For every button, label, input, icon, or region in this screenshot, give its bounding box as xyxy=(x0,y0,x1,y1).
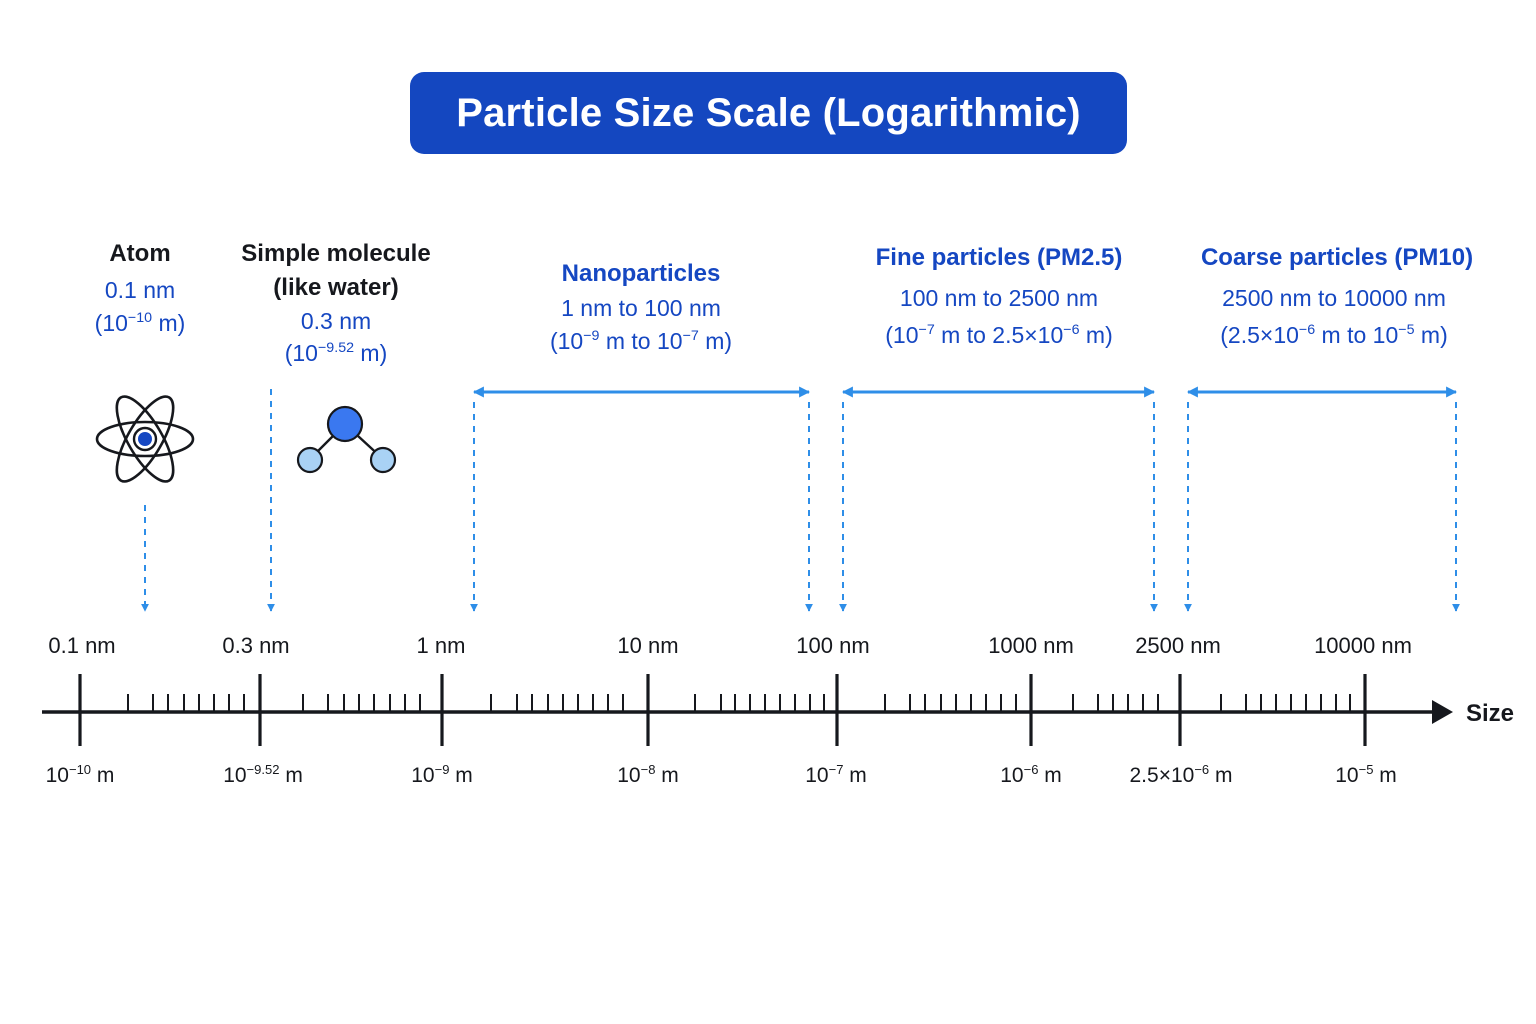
molecule-icon xyxy=(296,405,397,474)
atom-size-m: (10−10 m) xyxy=(94,309,186,336)
molecule-name-line1: Simple molecule xyxy=(241,240,431,267)
tick-label-m: 10−5 m xyxy=(1335,761,1397,787)
tick-label-m: 2.5×10−6 m xyxy=(1129,761,1233,787)
atom-name: Atom xyxy=(109,240,171,267)
tick-label-nm: 2500 nm xyxy=(1135,633,1221,658)
coarse-range-m: (2.5×10−6 m to 10−5 m) xyxy=(1220,321,1448,348)
tick-label-m: 10−10 m xyxy=(45,761,115,787)
tick-label-nm: 10 nm xyxy=(617,633,679,658)
fine-name: Fine particles (PM2.5) xyxy=(875,244,1123,271)
title-banner: Particle Size Scale (Logarithmic) xyxy=(410,72,1127,154)
coarse-name: Coarse particles (PM10) xyxy=(1200,244,1474,271)
tick-label-nm: 1 nm xyxy=(416,633,466,658)
molecule-name-line2: (like water) xyxy=(273,274,399,301)
nano-range-m: (10−9 m to 10−7 m) xyxy=(549,327,733,354)
fine-range-m: (10−7 m to 2.5×10−6 m) xyxy=(885,321,1113,348)
molecule-size-m: (10−9.52 m) xyxy=(284,339,388,366)
tick-label-m: 10−6 m xyxy=(1000,761,1062,787)
tick-label-nm: 1000 nm xyxy=(988,633,1074,658)
tick-label-nm: 0.3 nm xyxy=(222,633,290,658)
tick-label-m: 10−7 m xyxy=(805,761,867,787)
axis-arrowhead xyxy=(1432,700,1453,724)
axis-label: Size xyxy=(1466,700,1515,727)
tick-label-nm: 10000 nm xyxy=(1314,633,1412,658)
minor-ticks xyxy=(127,694,1351,712)
molecule-size-nm: 0.3 nm xyxy=(300,308,372,334)
atom-icon xyxy=(95,395,195,483)
nano-name: Nanoparticles xyxy=(561,260,721,287)
page-title: Particle Size Scale (Logarithmic) xyxy=(456,90,1081,135)
fine-range-nm: 100 nm to 2500 nm xyxy=(899,285,1099,311)
tick-label-m: 10−9.52 m xyxy=(223,761,303,787)
tick-label-nm: 0.1 nm xyxy=(48,633,116,658)
coarse-range-nm: 2500 nm to 10000 nm xyxy=(1222,285,1446,311)
tick-label-nm: 100 nm xyxy=(796,633,870,658)
nano-range-nm: 1 nm to 100 nm xyxy=(561,295,721,321)
tick-label-m: 10−9 m xyxy=(411,761,473,787)
tick-label-m: 10−8 m xyxy=(617,761,679,787)
atom-size-nm: 0.1 nm xyxy=(104,277,176,303)
